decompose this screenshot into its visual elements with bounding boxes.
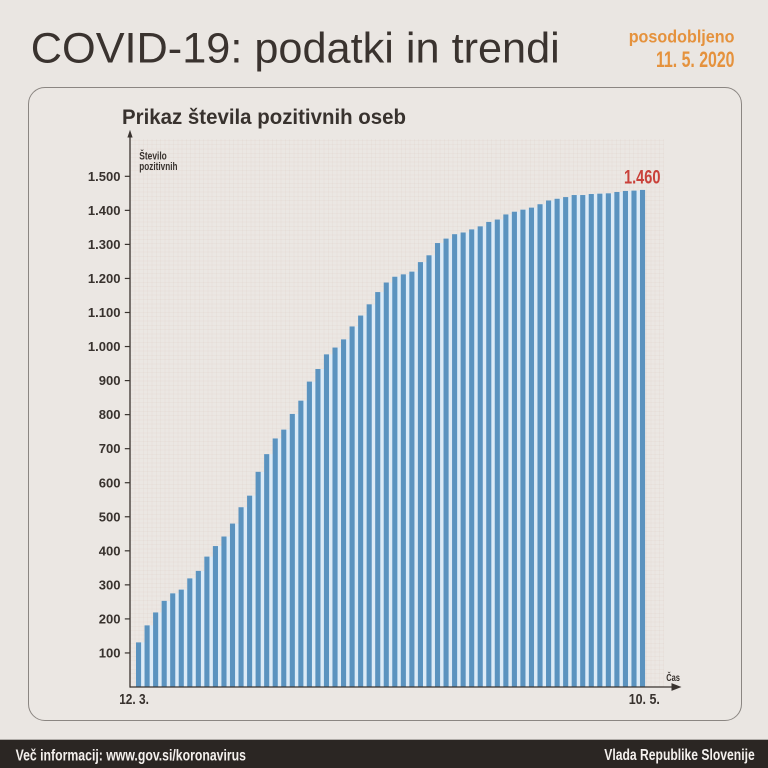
svg-text:1.500: 1.500 <box>88 169 121 184</box>
svg-text:COVID-19: podatki in trendi: COVID-19: podatki in trendi <box>31 25 560 72</box>
svg-text:1.460: 1.460 <box>624 167 661 188</box>
svg-text:400: 400 <box>99 543 121 558</box>
svg-text:1.000: 1.000 <box>88 339 121 354</box>
svg-text:Prikaz števila pozitivnih oseb: Prikaz števila pozitivnih oseb <box>122 105 406 129</box>
svg-text:1.100: 1.100 <box>88 305 121 320</box>
svg-text:11. 5. 2020: 11. 5. 2020 <box>656 47 735 72</box>
svg-text:1.400: 1.400 <box>88 203 121 218</box>
svg-text:Čas: Čas <box>666 671 680 684</box>
svg-text:500: 500 <box>99 509 121 524</box>
svg-text:300: 300 <box>99 577 121 592</box>
svg-text:Več informacij: www.gov.si/kor: Več informacij: www.gov.si/koronavirus <box>16 747 246 764</box>
svg-text:1.300: 1.300 <box>88 237 121 252</box>
svg-text:Število: Število <box>139 149 167 162</box>
svg-text:1.200: 1.200 <box>88 271 121 286</box>
svg-text:Vlada Republike Slovenije: Vlada Republike Slovenije <box>604 747 755 764</box>
svg-text:12. 3.: 12. 3. <box>119 691 149 708</box>
svg-text:100: 100 <box>99 646 121 661</box>
svg-text:700: 700 <box>99 441 121 456</box>
svg-text:200: 200 <box>99 611 121 626</box>
svg-text:600: 600 <box>99 475 121 490</box>
svg-text:900: 900 <box>99 373 121 388</box>
svg-text:posodobljeno: posodobljeno <box>629 27 735 47</box>
svg-text:800: 800 <box>99 407 121 422</box>
svg-text:10. 5.: 10. 5. <box>629 691 660 708</box>
svg-text:pozitivnih: pozitivnih <box>139 161 177 173</box>
